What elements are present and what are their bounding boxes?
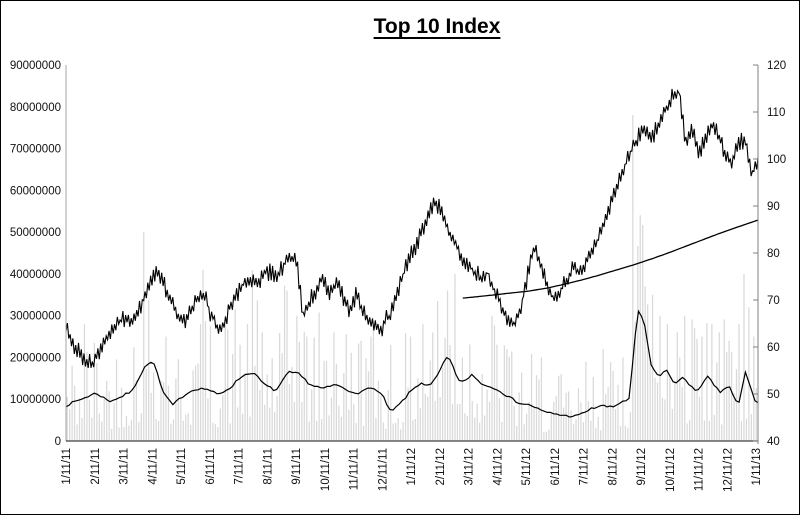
y-right-tick-label: 50	[767, 389, 780, 401]
y-axis-right-labels: 40 50 60 70 80 90 100 110 120	[753, 60, 786, 448]
x-tick-label: 11/11/12	[694, 448, 706, 491]
y-left-tick-label: 40000000	[10, 269, 61, 281]
x-tick-label: 11/11/11	[349, 448, 361, 490]
x-axis-labels: 1/11/11 2/11/11 3/11/11 4/11/11 5/11/11 6/11/…	[61, 448, 763, 492]
x-tick-label: 5/11/11	[176, 448, 188, 485]
x-tick-label: 10/11/11	[320, 448, 332, 491]
y-right-tick-label: 70	[767, 295, 780, 307]
volume-bars-series	[66, 115, 757, 441]
volume-ma-line	[65, 309, 759, 418]
x-tick-label: 7/11/12	[579, 448, 591, 486]
y-right-tick-label: 90	[767, 201, 780, 213]
y-right-tick-label: 100	[767, 154, 786, 166]
y-right-tick-label: 110	[767, 107, 785, 119]
y-left-tick-label: 50000000	[10, 227, 61, 239]
y-left-tick-label: 60000000	[10, 185, 61, 197]
x-tick-label: 2/11/11	[90, 448, 102, 485]
y-right-tick-label: 60	[767, 342, 780, 354]
x-tick-label: 3/11/12	[464, 448, 476, 486]
y-left-tick-label: 90000000	[10, 60, 61, 72]
x-tick-label: 12/11/12	[722, 448, 734, 492]
x-tick-label: 8/11/12	[607, 448, 619, 486]
axes	[65, 65, 759, 444]
x-tick-label: 12/11/11	[377, 448, 389, 491]
price-line-series	[65, 88, 759, 368]
y-right-tick-label: 120	[767, 60, 786, 72]
long-ma-line	[462, 219, 759, 299]
x-tick-label: 7/11/11	[234, 448, 246, 485]
x-tick-label: 2/11/12	[435, 448, 447, 486]
x-tick-label: 3/11/11	[119, 448, 131, 485]
x-tick-label: 1/11/13	[751, 448, 763, 486]
y-axis-left-labels: 0 10000000 20000000 30000000 40000000 5000000…	[10, 60, 61, 448]
x-tick-label: 5/11/12	[521, 448, 533, 486]
y-left-tick-label: 70000000	[10, 144, 61, 156]
y-right-tick-label: 40	[767, 436, 780, 448]
x-tick-label: 8/11/11	[262, 448, 274, 485]
chart-title: Top 10 Index	[373, 15, 501, 38]
x-tick-label: 6/11/11	[205, 448, 217, 485]
x-tick-label: 10/11/12	[665, 448, 677, 492]
x-tick-label: 6/11/12	[550, 448, 562, 486]
x-tick-label: 4/11/12	[492, 448, 504, 486]
y-left-tick-label: 30000000	[10, 311, 61, 323]
x-tick-label: 9/11/11	[291, 448, 303, 485]
y-left-tick-label: 10000000	[10, 394, 61, 406]
y-right-tick-label: 80	[767, 248, 780, 260]
x-tick-label: 9/11/12	[636, 448, 648, 486]
y-left-tick-label: 20000000	[10, 352, 61, 364]
x-tick-label: 1/11/12	[406, 448, 418, 486]
x-tick-label: 1/11/11	[61, 448, 73, 485]
y-left-tick-label: 0	[55, 436, 61, 448]
x-tick-label: 4/11/11	[147, 448, 159, 485]
y-left-tick-label: 80000000	[10, 102, 61, 114]
